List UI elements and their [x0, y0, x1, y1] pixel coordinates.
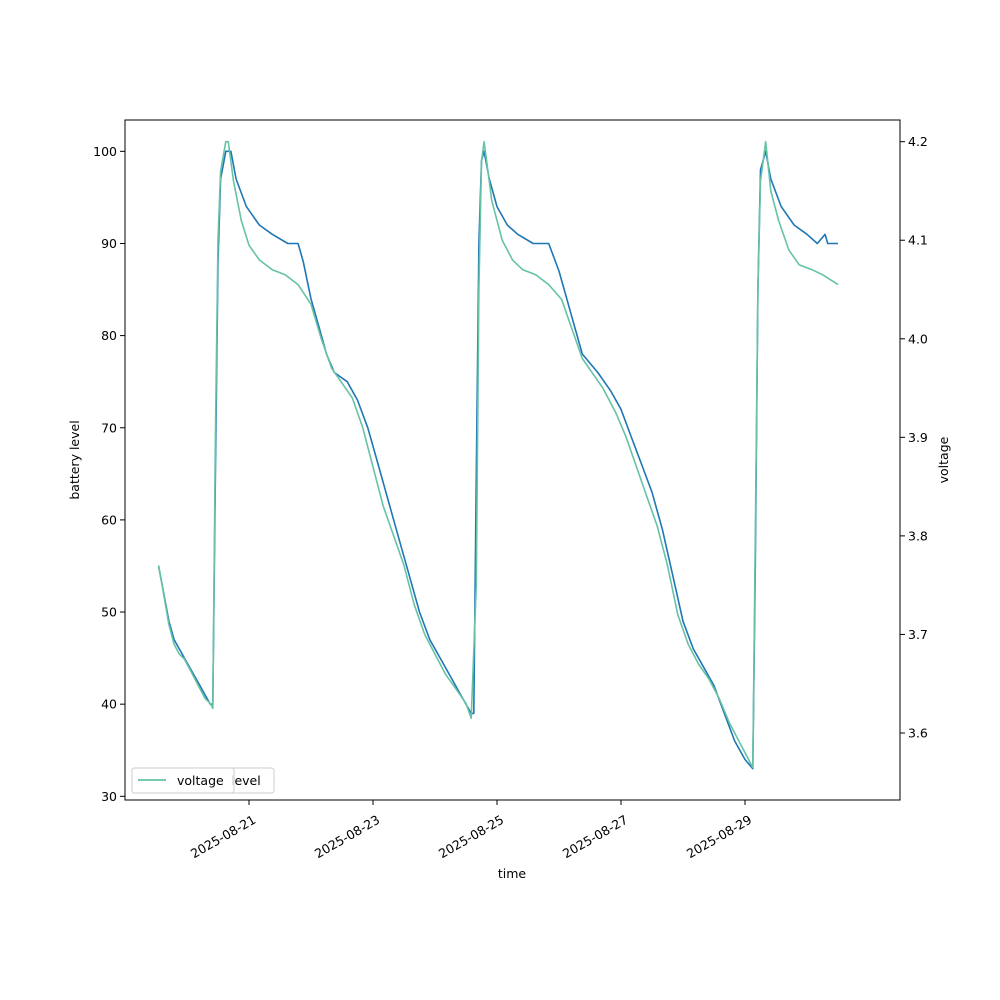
y-left-tick-label: 30: [101, 789, 117, 804]
legend-box-voltage: voltage: [131, 767, 235, 794]
y-left-tick-label: 40: [101, 697, 117, 712]
legend-label-voltage: voltage: [177, 773, 224, 788]
y-axis-left-label: battery level: [67, 420, 82, 499]
y-axis-right-label: voltage: [936, 436, 951, 483]
legend-label-level: level: [231, 773, 261, 788]
y-left-tick-label: 90: [101, 236, 117, 251]
x-tick-label: 2025-08-25: [436, 812, 506, 861]
y-axis-right: 3.6 3.7 3.8 3.9 4.0 4.1 4.2: [900, 134, 928, 740]
x-tick-label: 2025-08-27: [560, 812, 630, 861]
x-tick-label: 2025-08-23: [312, 812, 382, 861]
y-right-tick-label: 3.6: [908, 725, 928, 740]
series-line-voltage: [157, 140, 839, 769]
y-left-tick-label: 100: [93, 144, 117, 159]
y-left-tick-label: 60: [101, 512, 117, 527]
x-axis-label: time: [498, 866, 527, 881]
y-right-tick-label: 4.2: [908, 134, 928, 149]
x-tick-label: 2025-08-29: [684, 812, 754, 861]
y-right-tick-label: 4.1: [908, 233, 928, 248]
x-axis: 2025-08-21 2025-08-23 2025-08-25 2025-08-27…: [188, 800, 754, 861]
series-layer: [157, 140, 839, 770]
y-right-tick-label: 3.7: [908, 627, 928, 642]
series-line-level: [157, 150, 838, 770]
y-right-tick-label: 3.9: [908, 430, 928, 445]
legend: level voltage: [131, 767, 275, 794]
legend-frame: [131, 767, 235, 794]
y-left-tick-label: 80: [101, 328, 117, 343]
y-right-tick-label: 3.8: [908, 528, 928, 543]
y-axis-left: 30 40 50 60 70 80 90 100: [93, 144, 125, 804]
plot-frame: [124, 119, 901, 801]
y-right-tick-label: 4.0: [908, 331, 928, 346]
y-left-tick-label: 70: [101, 420, 117, 435]
x-tick-label: 2025-08-21: [188, 812, 258, 861]
y-left-tick-label: 50: [101, 605, 117, 620]
